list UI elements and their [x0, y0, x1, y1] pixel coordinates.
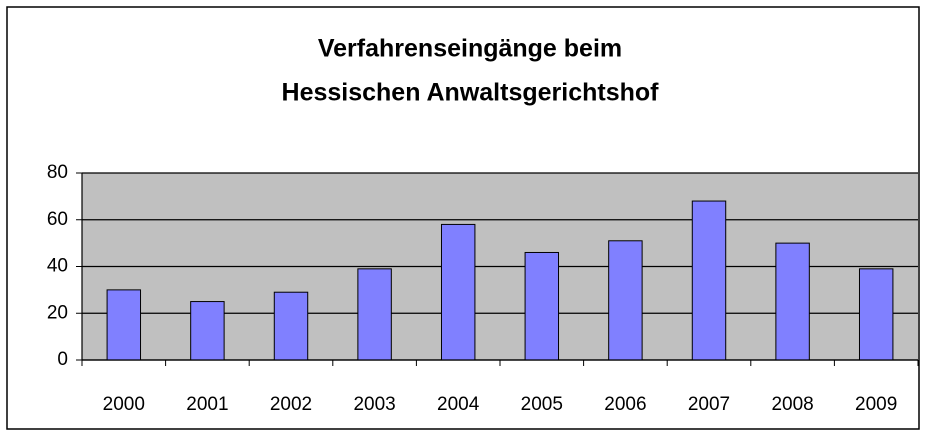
chart-title: Hessischen Anwaltsgerichtshof	[282, 79, 660, 107]
bar	[775, 242, 810, 361]
bar	[524, 251, 560, 361]
x-tick-label: 2008	[771, 394, 813, 415]
bar	[106, 289, 142, 361]
x-tick-label: 2001	[186, 394, 228, 415]
x-tick-label: 2007	[688, 394, 730, 415]
chart-title: Verfahrenseingänge beim	[318, 35, 622, 63]
bar	[273, 291, 309, 361]
x-tick-label: 2004	[437, 394, 480, 415]
bar	[858, 268, 894, 361]
bar	[357, 268, 392, 361]
x-tick-label: 2005	[521, 394, 563, 415]
y-tick-label: 80	[47, 162, 68, 183]
bar	[691, 200, 727, 361]
x-tick-label: 2003	[353, 394, 395, 415]
x-tick-label: 2000	[103, 394, 145, 415]
bar	[190, 301, 225, 361]
y-tick-label: 20	[47, 302, 68, 323]
x-tick-label: 2006	[604, 394, 646, 415]
y-tick-label: 40	[47, 256, 68, 277]
y-tick-label: 60	[47, 209, 68, 230]
bar	[608, 240, 643, 361]
y-tick-label: 0	[57, 349, 68, 370]
x-tick-label: 2009	[855, 394, 897, 415]
x-tick-label: 2002	[270, 394, 312, 415]
bar	[440, 223, 476, 361]
